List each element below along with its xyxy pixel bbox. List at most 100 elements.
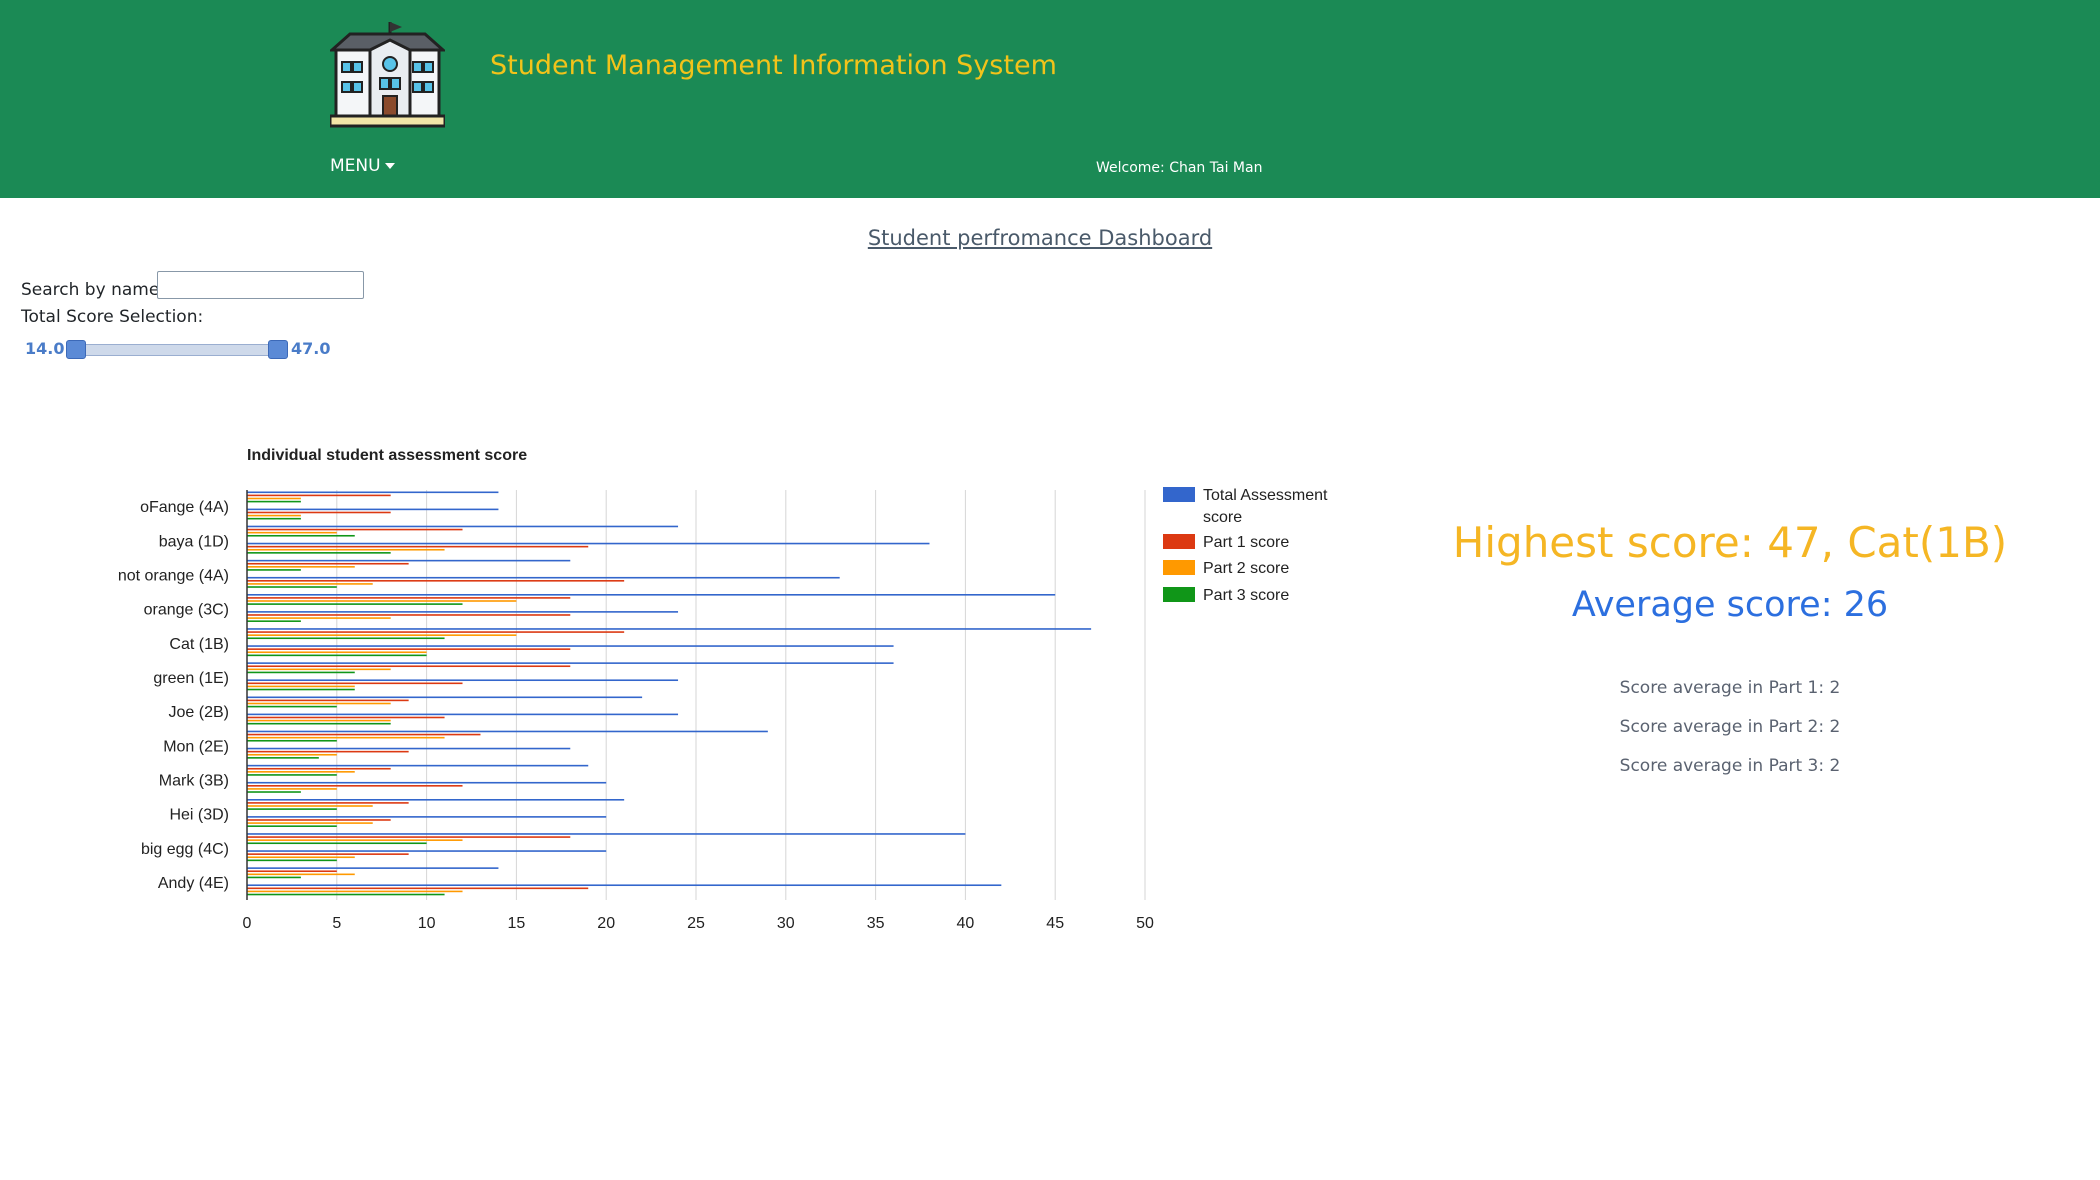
x-tick-label: 50 [1136, 915, 1154, 932]
bar [247, 594, 1056, 596]
bar [247, 634, 517, 636]
bar [247, 688, 355, 691]
bar [247, 757, 319, 759]
school-building-icon [330, 22, 445, 128]
bar [247, 597, 571, 599]
range-min-handle[interactable] [66, 340, 86, 359]
bar [247, 805, 373, 807]
bar [247, 603, 463, 605]
total-score-range-label: Total Score Selection: [21, 307, 204, 327]
bar [247, 611, 679, 613]
bar [247, 648, 571, 650]
bar [247, 767, 391, 770]
bar [247, 583, 373, 585]
bar [247, 842, 427, 845]
category-label: Joe (2B) [169, 704, 229, 721]
bar [247, 614, 571, 616]
bar [247, 682, 463, 685]
bar [247, 856, 355, 859]
bar [247, 716, 445, 719]
score-range-slider-track[interactable] [74, 344, 280, 356]
bar [247, 853, 409, 855]
bar [247, 671, 355, 674]
stats-panel: Highest score: 47, Cat(1B) Average score… [1380, 518, 2080, 776]
bar [247, 785, 463, 787]
category-label: Andy (4E) [158, 875, 229, 892]
bar [247, 836, 571, 838]
x-tick-label: 20 [597, 915, 615, 932]
legend-label: Part 2 score [1203, 560, 1289, 577]
bar [247, 545, 589, 548]
x-tick-label: 10 [418, 915, 436, 932]
x-tick-label: 40 [957, 915, 975, 932]
range-max-value: 47.0 [291, 339, 331, 358]
bar [247, 552, 391, 554]
bar [247, 600, 517, 602]
bar [247, 542, 930, 545]
x-tick-label: 30 [777, 915, 795, 932]
welcome-text: Welcome: Chan Tai Man [1096, 160, 1263, 176]
dashboard-title: Student perfromance Dashboard [867, 226, 1213, 250]
legend-swatch [1163, 587, 1195, 602]
category-label: not orange (4A) [118, 567, 229, 584]
bar [247, 685, 355, 688]
category-label: Mon (2E) [163, 738, 229, 755]
bar [247, 491, 499, 494]
bar [247, 576, 840, 579]
category-label: Cat (1B) [169, 636, 229, 653]
bar [247, 822, 373, 824]
bar [247, 562, 409, 565]
bar [247, 679, 679, 682]
bar [247, 713, 679, 716]
legend-swatch [1163, 487, 1195, 502]
part1-average: Score average in Part 1: 2 [1619, 678, 1841, 698]
bar [247, 893, 445, 896]
bar [247, 739, 337, 742]
x-tick-label: 45 [1046, 915, 1064, 932]
system-title: Student Management Information System [490, 50, 1057, 81]
category-label: oFange (4A) [140, 499, 229, 516]
bar [247, 525, 679, 528]
bar [247, 654, 427, 657]
legend-swatch [1163, 534, 1195, 549]
part3-average: Score average in Part 3: 2 [1619, 756, 1841, 776]
bar [247, 662, 894, 664]
x-tick-label: 0 [243, 915, 252, 932]
bar [247, 722, 391, 725]
category-label: Hei (3D) [169, 807, 229, 824]
bar [247, 497, 301, 500]
legend-label: Total Assessment score [1203, 487, 1328, 526]
bar [247, 850, 607, 852]
menu-label: MENU [330, 156, 381, 176]
bar [247, 705, 337, 708]
bar [247, 517, 301, 520]
bar [247, 559, 571, 562]
legend-swatch [1163, 560, 1195, 575]
range-max-handle[interactable] [268, 340, 288, 359]
bar [247, 873, 355, 876]
bar [247, 508, 499, 511]
bar [247, 736, 445, 739]
bar [247, 511, 391, 514]
bar [247, 566, 355, 568]
search-input[interactable] [157, 271, 364, 299]
legend-label: Part 3 score [1203, 587, 1289, 604]
category-label: Mark (3B) [159, 772, 229, 789]
bar [247, 733, 481, 736]
bar [247, 569, 301, 571]
bar [247, 825, 337, 827]
bar [247, 645, 894, 647]
bar [247, 531, 337, 534]
bar [247, 753, 337, 756]
student-score-chart: Individual student assessment score 0 5 10 1… [118, 447, 1328, 932]
highest-score: Highest score: 47, Cat(1B) [1452, 518, 2008, 567]
menu-dropdown[interactable]: MENU [330, 156, 395, 176]
bar [247, 867, 499, 869]
app-header: Student Management Information System ME… [0, 0, 2100, 198]
category-label: baya (1D) [159, 533, 229, 550]
chart-title: Individual student assessment score [247, 447, 527, 464]
bar [247, 699, 409, 702]
bar [247, 696, 643, 699]
bar [247, 580, 625, 582]
bar [247, 730, 768, 733]
